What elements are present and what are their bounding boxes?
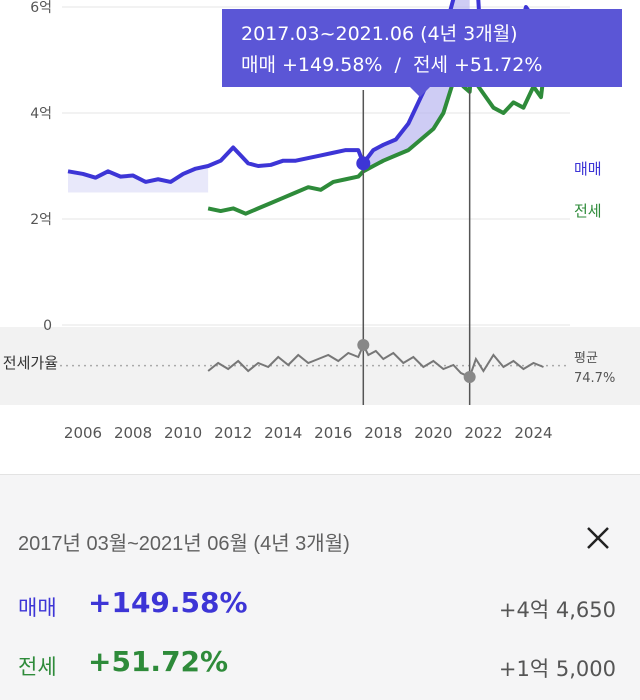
y-tick-label: 6억 [30, 0, 52, 16]
sale-series-label: 매매 [574, 160, 602, 178]
tooltip-sale-label: 매매 [241, 54, 276, 76]
y-tick-label: 2억 [30, 212, 52, 228]
x-tick-label: 2014 [264, 424, 302, 442]
summary-period: 2017년 03월~2021년 06월 (4년 3개월) [18, 533, 350, 555]
jeonse-ratio-line [207, 342, 544, 379]
panel-divider [0, 474, 640, 475]
average-label: 평균 [574, 351, 598, 366]
x-tick-label: 2012 [214, 424, 252, 442]
x-tick-label: 2022 [464, 424, 502, 442]
x-tick-label: 2020 [414, 424, 452, 442]
summary-sale-pct: +149.58% [88, 586, 248, 619]
x-tick-label: 2016 [314, 424, 352, 442]
tooltip-arrow [410, 87, 430, 97]
close-icon [587, 527, 609, 549]
tooltip-changes: 매매 +149.58% / 전세 +51.72% [241, 50, 622, 81]
ratio-end-marker [463, 371, 476, 383]
x-tick-label: 2024 [514, 424, 552, 442]
tooltip-separator: / [394, 54, 401, 76]
jeonse-line [207, 42, 546, 216]
summary-jeonse-amount: +1억 5,000 [498, 657, 616, 681]
summary-sale-amount: +4억 4,650 [498, 598, 616, 622]
ratio-start-marker [357, 339, 370, 351]
summary-panel [0, 475, 640, 700]
jeonse-series-label: 전세 [574, 202, 602, 220]
tooltip-jeonse-change: +51.72% [454, 54, 543, 76]
selection-tooltip: 2017.03~2021.06 (4년 3개월) 매매 +149.58% / 전… [222, 9, 622, 87]
tooltip-jeonse-label: 전세 [412, 54, 448, 76]
summary-jeonse-pct: +51.72% [88, 645, 229, 678]
selection-start-marker [356, 156, 371, 171]
x-tick-label: 2018 [364, 424, 402, 442]
tooltip-period: 2017.03~2021.06 (4년 3개월) [241, 23, 518, 45]
summary-sale-label: 매매 [18, 596, 57, 620]
jeonse-ratio-axis-label: 전세가율 [3, 354, 58, 372]
y-tick-label: 0 [43, 318, 52, 334]
x-tick-label: 2006 [64, 424, 102, 442]
x-tick-label: 2010 [164, 424, 202, 442]
tooltip-sale-change: +149.58% [282, 54, 383, 76]
close-button[interactable] [582, 522, 614, 554]
average-value: 74.7% [574, 371, 615, 386]
y-tick-label: 4억 [30, 106, 52, 122]
x-tick-label: 2008 [114, 424, 152, 442]
summary-jeonse-label: 전세 [18, 655, 57, 679]
